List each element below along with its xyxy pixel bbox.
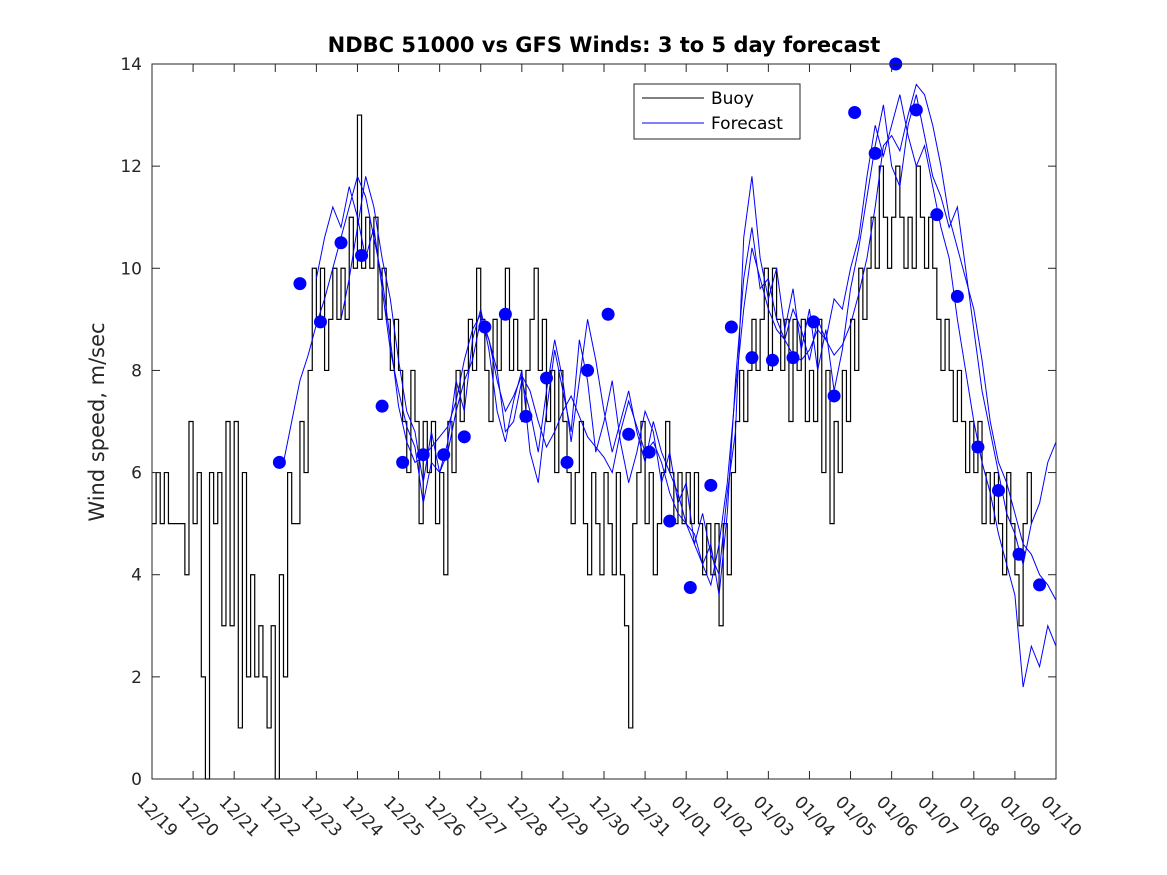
forecast-marker	[334, 236, 348, 250]
forecast-marker	[807, 315, 821, 329]
forecast-marker	[478, 320, 492, 334]
forecast-marker	[355, 249, 369, 263]
forecast-marker	[293, 277, 307, 291]
legend: Buoy Forecast	[633, 83, 801, 140]
buoy-series-line	[152, 114, 1032, 780]
y-axis: 0 2 4 6 8 10 12 14	[120, 55, 1056, 790]
forecast-marker	[991, 483, 1005, 497]
x-tick-label: 12/19	[132, 792, 181, 841]
x-tick-label: 12/30	[584, 792, 633, 841]
x-tick-label: 12/23	[297, 792, 346, 841]
x-tick-label: 01/04	[790, 792, 839, 841]
forecast-marker	[313, 315, 327, 329]
forecast-marker	[498, 307, 512, 321]
y-tick-label: 14	[120, 55, 142, 75]
forecast-marker	[909, 103, 923, 117]
x-tick-label: 12/22	[256, 792, 305, 841]
y-tick-label: 0	[131, 770, 142, 790]
x-tick-label: 01/06	[872, 792, 921, 841]
forecast-marker	[663, 514, 677, 528]
x-tick-label: 01/03	[749, 792, 798, 841]
legend-buoy-label: Buoy	[711, 89, 754, 109]
forecast-marker	[581, 363, 595, 377]
x-tick-label: 12/20	[174, 792, 223, 841]
forecast-marker	[971, 440, 985, 454]
x-tick-label: 12/31	[626, 792, 675, 841]
y-axis-label: Wind speed, m/sec	[85, 322, 109, 521]
forecast-marker	[601, 307, 615, 321]
forecast-marker	[786, 351, 800, 365]
x-tick-label: 01/01	[667, 792, 716, 841]
forecast-marker	[622, 427, 636, 441]
forecast-marker	[642, 445, 656, 459]
x-tick-label: 01/07	[913, 792, 962, 841]
legend-box	[633, 83, 801, 140]
forecast-marker	[704, 478, 718, 492]
forecast-marker	[745, 351, 759, 365]
y-tick-label: 6	[131, 464, 142, 484]
marker-layer	[272, 57, 1047, 594]
x-tick-label: 12/21	[215, 792, 264, 841]
forecast-marker	[272, 455, 286, 469]
x-tick-label: 01/10	[1036, 792, 1085, 841]
series-layer	[152, 83, 1057, 780]
forecast-marker	[930, 208, 944, 222]
y-tick-label: 10	[120, 259, 142, 279]
forecast-marker	[950, 289, 964, 303]
x-tick-label: 12/25	[379, 792, 428, 841]
chart-title: NDBC 51000 vs GFS Winds: 3 to 5 day fore…	[328, 33, 881, 57]
y-tick-label: 4	[131, 566, 142, 586]
legend-forecast-label: Forecast	[711, 114, 783, 134]
x-tick-label: 12/27	[461, 792, 510, 841]
x-tick-label: 12/29	[543, 792, 592, 841]
y-tick-label: 8	[131, 361, 142, 381]
forecast-marker	[724, 320, 738, 334]
forecast-marker	[1033, 578, 1047, 592]
x-tick-label: 12/26	[420, 792, 469, 841]
forecast-marker	[560, 455, 574, 469]
x-tick-label: 01/05	[831, 792, 880, 841]
x-tick-label: 12/28	[502, 792, 551, 841]
forecast-series-line	[283, 83, 1057, 601]
y-tick-label: 12	[120, 157, 142, 177]
forecast-marker	[416, 448, 430, 462]
forecast-marker	[375, 399, 389, 413]
forecast-marker	[457, 430, 471, 444]
x-tick-label: 01/02	[708, 792, 757, 841]
forecast-marker	[848, 106, 862, 120]
y-tick-label: 2	[131, 668, 142, 688]
forecast-marker	[683, 580, 697, 594]
forecast-marker	[827, 389, 841, 403]
forecast-marker	[539, 371, 553, 385]
x-tick-label: 12/24	[338, 792, 387, 841]
forecast-marker	[1012, 547, 1026, 561]
x-tick-label: 01/08	[954, 792, 1003, 841]
forecast-series-line	[340, 94, 1057, 688]
forecast-marker	[868, 146, 882, 160]
forecast-marker	[519, 409, 533, 423]
forecast-marker	[396, 455, 410, 469]
forecast-marker	[765, 353, 779, 367]
x-tick-label: 01/09	[995, 792, 1044, 841]
forecast-marker	[437, 448, 451, 462]
